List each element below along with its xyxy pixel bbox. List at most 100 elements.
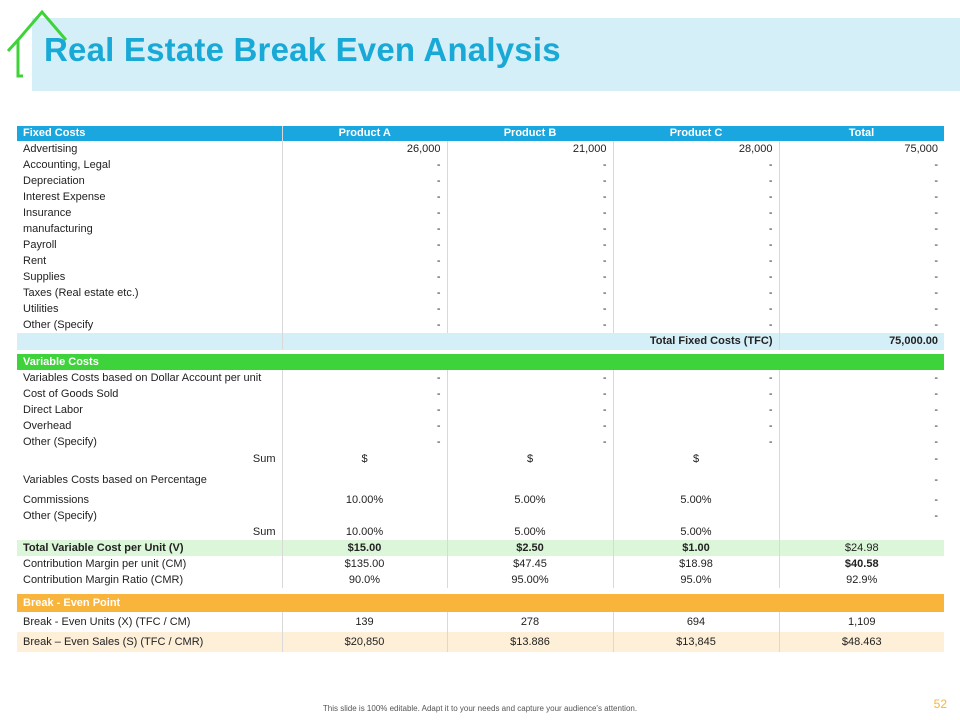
break-even-header-row: Break - Even Point <box>17 594 944 612</box>
fixed-cost-row: Insurance - - - - <box>17 205 944 221</box>
sum-label: Sum <box>17 450 283 468</box>
row-value: - <box>613 402 780 418</box>
row-value: - <box>934 435 938 448</box>
be-units-label: Break - Even Units (X) (TFC / CM) <box>17 612 283 632</box>
row-value: - <box>934 318 938 331</box>
row-value: - <box>447 189 614 205</box>
title-band <box>32 18 960 91</box>
commissions-total: - <box>934 493 938 506</box>
sum-row-dollar: Sum $ $ $ - <box>17 450 944 468</box>
commissions-b: 5.00% <box>447 492 614 508</box>
other-specify-row: Other (Specify) - <box>17 508 944 524</box>
fixed-cost-row: Interest Expense - - - - <box>17 189 944 205</box>
be-sales-label: Break – Even Sales (S) (TFC / CMR) <box>17 632 283 652</box>
row-value: - <box>282 237 448 253</box>
row-label: Cost of Goods Sold <box>17 386 283 402</box>
tvc-c: $1.00 <box>613 540 780 556</box>
row-value: - <box>934 371 938 384</box>
row-value: - <box>613 434 780 450</box>
pct-heading-row: Variables Costs based on Percentage - <box>17 468 944 492</box>
variable-costs-header-row: Variable Costs <box>17 354 944 370</box>
row-value: 75,000 <box>904 142 938 155</box>
row-value: - <box>282 317 448 333</box>
fixed-cost-row: Other (Specify - - - - <box>17 317 944 333</box>
be-units-b: 278 <box>447 612 614 632</box>
row-value: - <box>282 418 448 434</box>
row-value: - <box>934 302 938 315</box>
row-value: - <box>613 237 780 253</box>
cmr-b: 95.00% <box>447 572 614 588</box>
row-value: - <box>934 387 938 400</box>
sum2-label: Sum <box>17 524 283 540</box>
fixed-costs-heading: Fixed Costs <box>17 126 283 141</box>
row-value: - <box>282 402 448 418</box>
row-value: - <box>613 317 780 333</box>
row-value: - <box>934 174 938 187</box>
sum-a: $ <box>282 450 448 468</box>
variable-costs-rows: Variables Costs based on Dollar Account … <box>17 370 944 450</box>
row-value: - <box>934 286 938 299</box>
commissions-row: Commissions 10.00% 5.00% 5.00% - <box>17 492 944 508</box>
fixed-cost-row: Accounting, Legal - - - - <box>17 157 944 173</box>
house-icon <box>6 9 68 78</box>
row-value: - <box>934 419 938 432</box>
be-sales-b: $13.886 <box>447 632 614 652</box>
variable-cost-row: Other (Specify) - - - - <box>17 434 944 450</box>
row-label: Advertising <box>17 141 283 157</box>
fixed-cost-row: Supplies - - - - <box>17 269 944 285</box>
row-value: - <box>613 418 780 434</box>
cm-total: $40.58 <box>844 557 879 570</box>
row-value: - <box>447 205 614 221</box>
row-value: - <box>447 269 614 285</box>
pct-total: - <box>934 473 938 486</box>
row-value: - <box>282 173 448 189</box>
tfc-label: Total Fixed Costs (TFC) <box>282 333 780 350</box>
break-even-sales-row: Break – Even Sales (S) (TFC / CMR) $20,8… <box>17 632 944 652</box>
row-value: - <box>282 269 448 285</box>
tfc-value: 75,000.00 <box>779 333 944 350</box>
row-value: - <box>282 386 448 402</box>
other-specify-total: - <box>934 509 938 522</box>
fixed-costs-header-row: Fixed Costs Product A Product B Product … <box>17 126 944 141</box>
fixed-cost-row: Payroll - - - - <box>17 237 944 253</box>
row-value: 28,000 <box>613 141 780 157</box>
sum-total: - <box>934 452 938 465</box>
row-value: - <box>447 221 614 237</box>
cmr-label: Contribution Margin Ratio (CMR) <box>17 572 283 588</box>
commissions-label: Commissions <box>17 492 283 508</box>
row-value: - <box>282 285 448 301</box>
fixed-costs-rows: Advertising 26,000 21,000 28,000 75,000 Accou… <box>17 141 944 333</box>
row-label: Interest Expense <box>17 189 283 205</box>
row-value: - <box>447 237 614 253</box>
cm-c: $18.98 <box>613 556 780 572</box>
variable-costs-heading: Variable Costs <box>17 354 944 370</box>
row-value: - <box>934 403 938 416</box>
tvc-a: $15.00 <box>282 540 448 556</box>
row-value: - <box>447 253 614 269</box>
row-value: - <box>447 434 614 450</box>
variable-cost-row: Variables Costs based on Dollar Account … <box>17 370 944 386</box>
row-label: Utilities <box>17 301 283 317</box>
fixed-cost-row: Advertising 26,000 21,000 28,000 75,000 <box>17 141 944 157</box>
fixed-cost-row: Taxes (Real estate etc.) - - - - <box>17 285 944 301</box>
row-label: Taxes (Real estate etc.) <box>17 285 283 301</box>
row-label: Supplies <box>17 269 283 285</box>
row-value: - <box>282 370 448 386</box>
row-value: - <box>613 189 780 205</box>
row-value: - <box>282 205 448 221</box>
row-value: - <box>934 158 938 171</box>
row-label: Other (Specify <box>17 317 283 333</box>
row-value: - <box>613 157 780 173</box>
cm-b: $47.45 <box>447 556 614 572</box>
break-even-units-row: Break - Even Units (X) (TFC / CM) 139 27… <box>17 612 944 632</box>
contribution-margin-row: Contribution Margin per unit (CM) $135.0… <box>17 556 944 572</box>
cmr-a: 90.0% <box>282 572 448 588</box>
row-value: - <box>934 270 938 283</box>
row-value: - <box>447 157 614 173</box>
row-value: - <box>613 253 780 269</box>
page-title: Real Estate Break Even Analysis <box>44 31 561 68</box>
commissions-a: 10.00% <box>282 492 448 508</box>
be-sales-c: $13,845 <box>613 632 780 652</box>
sum-row-percent: Sum 10.00% 5.00% 5.00% <box>17 524 944 540</box>
row-value: - <box>447 173 614 189</box>
